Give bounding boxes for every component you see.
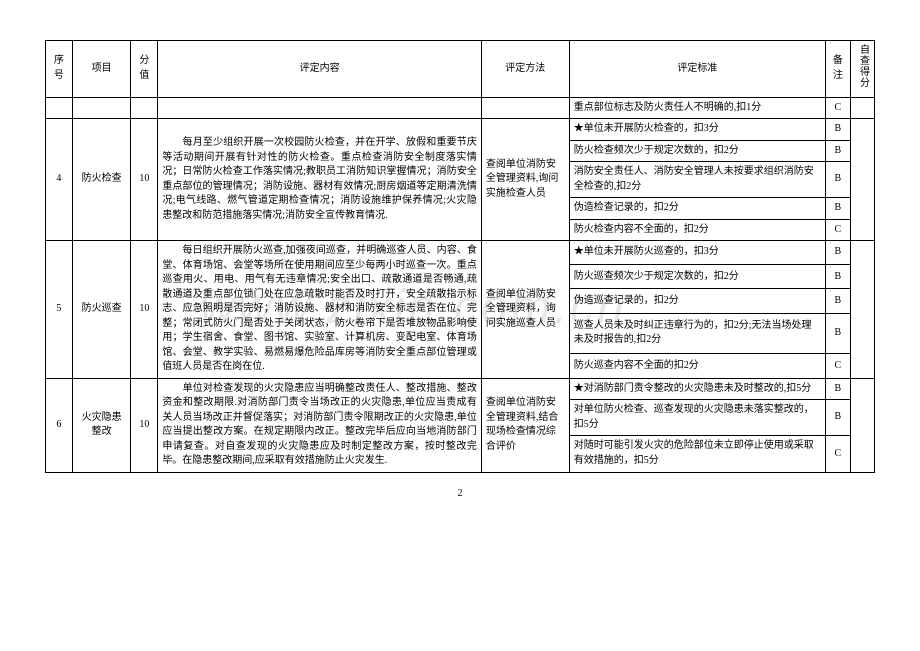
standard-cell: ★单位未开展防火检查的，扣3分 xyxy=(569,119,825,141)
table-header-row: 序号 项目 分值 评定内容 评定方法 评定标准 备注 自查得分 xyxy=(46,41,875,98)
page-number: 2 xyxy=(45,488,875,499)
method-cell: 查阅单位消防安全管理资料,结合现场检查情况综合评价 xyxy=(481,378,569,472)
header-note: 备注 xyxy=(826,41,850,98)
score-cell: 10 xyxy=(131,378,158,472)
note-cell: B xyxy=(826,140,850,162)
standard-cell: 对随时可能引发火灾的危险部位未立即停止使用或采取有效措施的，扣5分 xyxy=(569,436,825,472)
seq-cell: 6 xyxy=(46,378,73,472)
standard-cell: 防火检查内容不全面的，扣2分 xyxy=(569,219,825,241)
seq-cell: 4 xyxy=(46,119,73,241)
score-cell: 10 xyxy=(131,241,158,379)
table-row: 重点部位标志及防火责任人不明确的,扣1分 C xyxy=(46,97,875,119)
standard-cell: 重点部位标志及防火责任人不明确的,扣1分 xyxy=(569,97,825,119)
content-cell: 单位对检查发现的火灾隐患应当明确整改责任人、整改措施、整改资金和整改期限.对消防… xyxy=(158,378,482,472)
note-cell: B xyxy=(826,198,850,220)
note-cell: B xyxy=(826,119,850,141)
header-score: 分值 xyxy=(131,41,158,98)
note-cell: B xyxy=(826,378,850,400)
evaluation-table: 序号 项目 分值 评定内容 评定方法 评定标准 备注 自查得分 重点部位标志及防… xyxy=(45,40,875,473)
project-cell: 防火巡查 xyxy=(72,241,131,379)
project-cell: 防火检查 xyxy=(72,119,131,241)
header-seq: 序号 xyxy=(46,41,73,98)
note-cell: C xyxy=(826,219,850,241)
table-row: 4 防火检查 10 每月至少组织开展一次校园防火检查，并在开学、放假和重要节庆等… xyxy=(46,119,875,141)
standard-cell: 消防安全责任人、消防安全管理人未按要求组织消防安全检查的,扣2分 xyxy=(569,162,825,198)
header-standard: 评定标准 xyxy=(569,41,825,98)
standard-cell: 防火巡查内容不全面的扣2分 xyxy=(569,354,825,378)
standard-cell: 防火巡查频次少于规定次数的，扣2分 xyxy=(569,265,825,289)
standard-cell: ★对消防部门责令整改的火灾隐患未及时整改的,扣5分 xyxy=(569,378,825,400)
project-cell: 火灾隐患整改 xyxy=(72,378,131,472)
note-cell: B xyxy=(826,162,850,198)
header-self: 自查得分 xyxy=(850,41,874,98)
note-cell: C xyxy=(826,354,850,378)
standard-cell: 伪造检查记录的，扣2分 xyxy=(569,198,825,220)
note-cell: C xyxy=(826,436,850,472)
score-cell: 10 xyxy=(131,119,158,241)
note-cell: B xyxy=(826,313,850,354)
header-project: 项目 xyxy=(72,41,131,98)
table-row: 5 防火巡查 10 每日组织开展防火巡查,加强夜间巡查，并明确巡查人员、内容、食… xyxy=(46,241,875,265)
content-cell: 每日组织开展防火巡查,加强夜间巡查，并明确巡查人员、内容、食堂、体育场馆、会堂等… xyxy=(158,241,482,379)
standard-cell: 防火检查频次少于规定次数的，扣2分 xyxy=(569,140,825,162)
standard-cell: 巡查人员未及时纠正违章行为的，扣2分;无法当场处理未及时报告的,扣2分 xyxy=(569,313,825,354)
standard-cell: ★单位未开展防火巡查的，扣3分 xyxy=(569,241,825,265)
table-row: 6 火灾隐患整改 10 单位对检查发现的火灾隐患应当明确整改责任人、整改措施、整… xyxy=(46,378,875,400)
note-cell: C xyxy=(826,97,850,119)
note-cell: B xyxy=(826,289,850,313)
method-cell: 查阅单位消防安全管理资料，询问实施巡查人员 xyxy=(481,241,569,379)
seq-cell: 5 xyxy=(46,241,73,379)
note-cell: B xyxy=(826,241,850,265)
method-cell: 查阅单位消防安全管理资料,询问实施检查人员 xyxy=(481,119,569,241)
standard-cell: 对单位防火检查、巡查发现的火灾隐患未落实整改的，扣5分 xyxy=(569,400,825,436)
note-cell: B xyxy=(826,400,850,436)
standard-cell: 伪造巡查记录的，扣2分 xyxy=(569,289,825,313)
header-content: 评定内容 xyxy=(158,41,482,98)
header-method: 评定方法 xyxy=(481,41,569,98)
content-cell: 每月至少组织开展一次校园防火检查，并在开学、放假和重要节庆等活动期间开展有针对性… xyxy=(158,119,482,241)
note-cell: B xyxy=(826,265,850,289)
